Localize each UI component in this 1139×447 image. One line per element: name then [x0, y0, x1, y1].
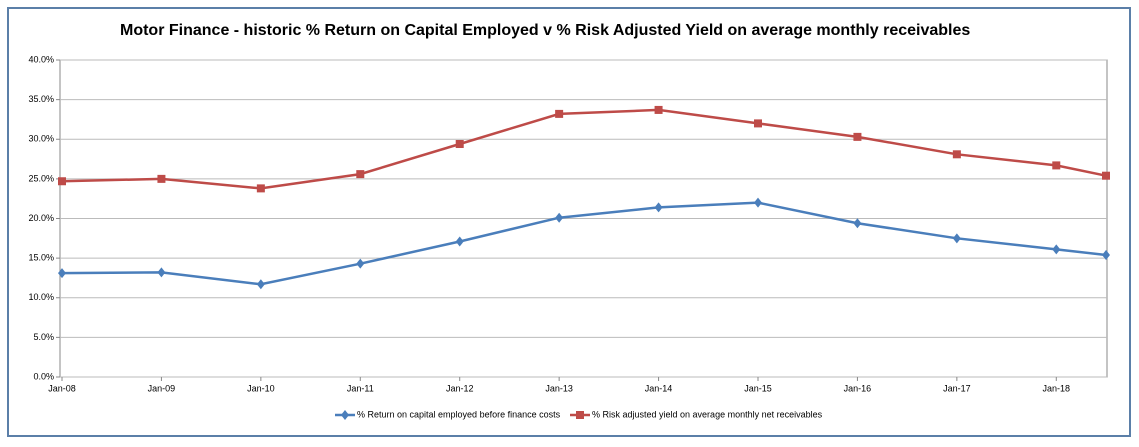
- legend-label: % Return on capital employed before fina…: [357, 409, 561, 419]
- y-tick-label: 5.0%: [33, 332, 54, 342]
- data-point: [654, 202, 663, 213]
- x-tick-label: Jan-11: [347, 383, 374, 393]
- chart-title: Motor Finance - historic % Return on Cap…: [120, 22, 970, 39]
- x-tick-label: Jan-08: [48, 383, 76, 393]
- data-point: [555, 109, 564, 118]
- data-point: [157, 174, 166, 183]
- x-tick-label: Jan-15: [744, 383, 772, 393]
- x-tick-label: Jan-14: [645, 383, 673, 393]
- data-point: [455, 140, 464, 149]
- data-point: [1052, 161, 1061, 170]
- data-point: [58, 177, 66, 186]
- y-tick-label: 25.0%: [28, 173, 54, 183]
- series-line: [61, 201, 1107, 286]
- data-point: [555, 212, 564, 223]
- x-tick-label: Jan-18: [1043, 383, 1071, 393]
- data-point: [654, 105, 663, 114]
- y-tick-label: 35.0%: [28, 94, 54, 104]
- legend-label: % Risk adjusted yield on average monthly…: [592, 409, 823, 419]
- y-tick-label: 10.0%: [28, 292, 54, 302]
- data-point: [1102, 171, 1110, 180]
- data-point: [853, 218, 862, 229]
- y-tick-label: 0.0%: [33, 371, 54, 381]
- y-tick-label: 40.0%: [28, 54, 54, 64]
- x-tick-label: Jan-10: [247, 383, 275, 393]
- x-tick-label: Jan-12: [446, 383, 474, 393]
- data-point: [256, 279, 265, 290]
- legend-marker: [576, 411, 584, 419]
- x-tick-label: Jan-17: [943, 383, 971, 393]
- data-point: [455, 236, 464, 247]
- data-point: [754, 119, 762, 128]
- y-tick-label: 30.0%: [28, 134, 54, 144]
- data-point: [754, 197, 762, 208]
- data-point: [256, 184, 265, 193]
- data-point: [952, 150, 961, 159]
- legend-marker: [341, 410, 349, 420]
- data-point: [1102, 249, 1110, 260]
- data-point: [853, 132, 862, 141]
- data-point: [952, 233, 961, 244]
- series-line: [61, 108, 1107, 190]
- x-tick-label: Jan-09: [148, 383, 176, 393]
- x-tick-label: Jan-16: [844, 383, 872, 393]
- data-point: [356, 170, 365, 179]
- data-point: [157, 267, 166, 278]
- y-tick-label: 15.0%: [28, 253, 54, 263]
- data-point: [58, 268, 66, 279]
- data-point: [1052, 244, 1061, 255]
- data-point: [356, 258, 365, 269]
- x-tick-label: Jan-13: [545, 383, 573, 393]
- y-tick-label: 20.0%: [28, 213, 54, 223]
